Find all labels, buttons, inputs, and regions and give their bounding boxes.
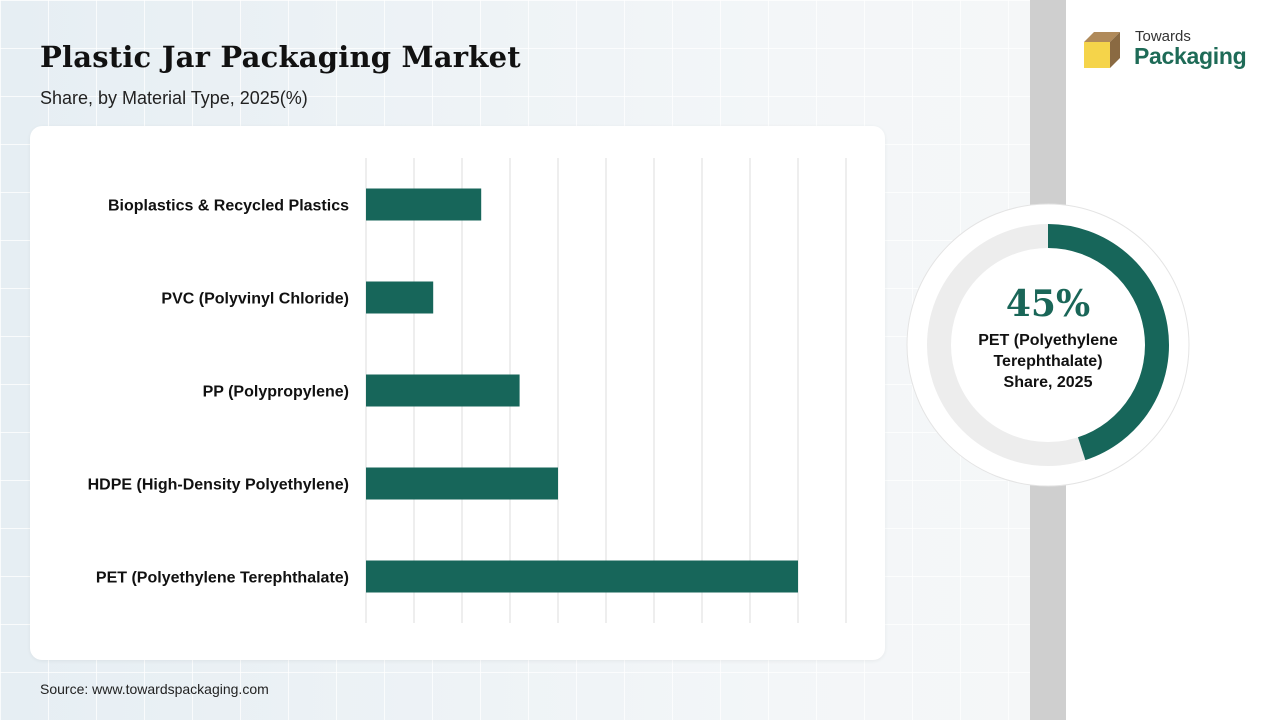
page-subtitle: Share, by Material Type, 2025(%) — [40, 88, 308, 108]
category-label: Bioplastics & Recycled Plastics — [108, 198, 349, 215]
category-label: PP (Polypropylene) — [203, 384, 349, 401]
donut-svg — [906, 203, 1190, 487]
donut-slice — [1047, 224, 1169, 461]
source-note: Source: www.towardspackaging.com — [40, 681, 269, 697]
bar — [366, 467, 558, 500]
bar — [366, 188, 482, 221]
bar — [366, 281, 434, 314]
bar — [366, 560, 798, 593]
bar-chart: Bioplastics & Recycled Plastics PVC (Poly… — [88, 158, 847, 623]
category-label: PET (Polyethylene Terephthalate) — [96, 570, 349, 587]
logo-text-bottom: Packaging — [1134, 43, 1247, 69]
donut-center: 45% PET (Polyethylene Terephthalate) Sha… — [952, 282, 1144, 393]
bar — [366, 374, 520, 407]
brand-logo: Towards Packaging — [1080, 26, 1260, 78]
donut-label: PET (Polyethylene Terephthalate) Share, … — [978, 332, 1118, 391]
category-label: HDPE (High-Density Polyethylene) — [88, 477, 349, 494]
box-icon — [1084, 32, 1120, 68]
donut-chart — [906, 203, 1190, 487]
bar-chart-card: Bioplastics & Recycled Plastics PVC (Poly… — [30, 126, 885, 660]
logo-text-top: Towards — [1135, 28, 1191, 45]
page-title: Plastic Jar Packaging Market — [40, 40, 521, 74]
category-label: PVC (Polyvinyl Chloride) — [161, 291, 349, 308]
donut-value: 45% — [1005, 283, 1091, 325]
